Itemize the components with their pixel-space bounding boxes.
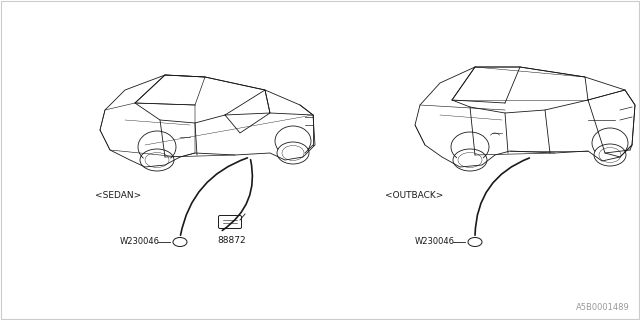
Text: <OUTBACK>: <OUTBACK> bbox=[385, 191, 444, 200]
Text: 88872: 88872 bbox=[218, 236, 246, 245]
Text: W230046: W230046 bbox=[415, 237, 455, 246]
Text: A5B0001489: A5B0001489 bbox=[576, 303, 630, 312]
Text: <SEDAN>: <SEDAN> bbox=[95, 191, 141, 200]
Text: W230046: W230046 bbox=[120, 237, 160, 246]
